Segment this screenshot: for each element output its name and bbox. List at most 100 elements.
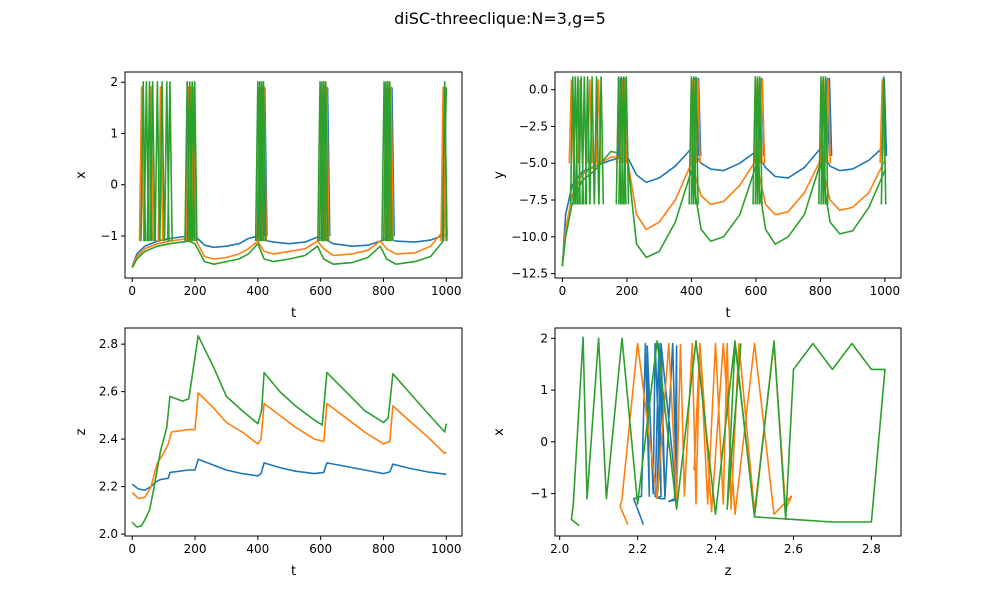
x-tick-label: 200 <box>615 284 638 298</box>
y-tick-label: 2.8 <box>99 337 118 351</box>
x-tick-label: 600 <box>744 284 767 298</box>
spike-mark <box>568 79 575 164</box>
spike-mark <box>584 76 591 205</box>
x-tick-label: 200 <box>184 542 207 556</box>
y-axis-label: x <box>492 428 507 436</box>
spike-mark <box>384 81 391 242</box>
x-tick-label: 400 <box>246 284 269 298</box>
series-line-3 <box>570 336 886 527</box>
x-tick-label: 400 <box>680 284 703 298</box>
spike-mark <box>441 81 448 242</box>
x-axis-label: t <box>725 306 730 321</box>
y-tick-label: −7.5 <box>519 193 548 207</box>
y-axis-label: z <box>74 428 89 435</box>
x-tick-label: 1000 <box>431 542 462 556</box>
x-axis-label: t <box>291 564 296 579</box>
spike-mark <box>756 76 763 205</box>
spike-mark <box>826 77 833 156</box>
x-tick-label: 2.6 <box>784 542 803 556</box>
spike-mark <box>880 76 887 205</box>
y-tick-label: 0 <box>110 178 118 192</box>
spike-mark <box>317 81 324 242</box>
axes-frame <box>124 71 463 279</box>
x-tick-label: 1000 <box>870 284 901 298</box>
x-tick-label: 800 <box>372 542 395 556</box>
spike-mark <box>381 81 388 242</box>
x-tick-label: 600 <box>309 542 332 556</box>
plot-area <box>131 334 448 528</box>
spike-mark <box>154 81 161 242</box>
y-tick-label: 2 <box>540 331 548 345</box>
y-tick-label: 0 <box>540 435 548 449</box>
plot-area <box>570 336 886 527</box>
spike-mark <box>386 81 393 242</box>
spike-mark <box>692 76 699 205</box>
axes-frame <box>554 327 902 537</box>
y-tick-label: 1 <box>110 126 118 140</box>
subplot-4: 2.0 2.2 2.4 2.6 2.8 −1 0 1 2 z x <box>492 327 902 579</box>
y-axis-label: x <box>74 171 89 179</box>
y-tick-label: −1 <box>530 487 548 501</box>
series-line-3 <box>131 87 448 269</box>
spike-mark <box>149 81 156 242</box>
spike-mark <box>593 76 600 205</box>
spike-mark <box>322 81 329 242</box>
x-tick-label: 1000 <box>431 284 462 298</box>
series-line-2 <box>561 155 886 267</box>
series-line-3 <box>131 334 448 528</box>
y-tick-label: 2.6 <box>99 385 118 399</box>
axes-frame <box>124 327 463 537</box>
figure-title: diSC-threeclique:N=3,g=5 <box>394 9 606 28</box>
spike-mark <box>598 76 605 205</box>
spike-mark <box>191 81 198 242</box>
y-tick-label: −5.0 <box>519 156 548 170</box>
y-tick-label: 0.0 <box>529 83 548 97</box>
spike-mark <box>589 76 596 205</box>
spike-mark <box>320 81 327 242</box>
x-tick-label: 2.4 <box>706 542 725 556</box>
y-tick-label: 2.4 <box>99 432 118 446</box>
x-tick-label: 200 <box>184 284 207 298</box>
plot-area <box>561 76 888 267</box>
series-line-2 <box>619 342 793 525</box>
subplot-1: 0 200 400 600 800 1000 −1 0 1 2 t x <box>74 71 463 321</box>
spike-mark <box>822 76 829 205</box>
x-tick-label: 2.2 <box>628 542 647 556</box>
y-axis-label: y <box>492 171 507 179</box>
spike-mark <box>260 81 267 242</box>
spike-mark <box>254 81 261 242</box>
spike-mark <box>256 81 263 242</box>
spike-mark <box>258 81 265 242</box>
x-tick-label: 800 <box>372 284 395 298</box>
y-tick-label: −10.0 <box>511 230 548 244</box>
x-axis-label: z <box>725 564 732 579</box>
x-axis-label: t <box>291 306 296 321</box>
spike-mark <box>440 86 447 242</box>
x-tick-label: 800 <box>809 284 832 298</box>
y-tick-label: −1 <box>100 229 118 243</box>
x-tick-label: 0 <box>128 542 136 556</box>
x-tick-label: 0 <box>559 284 567 298</box>
spike-mark <box>159 81 166 242</box>
series-line-2 <box>131 212 448 268</box>
plot-area <box>131 81 448 269</box>
y-tick-label: −12.5 <box>511 267 548 281</box>
spike-mark <box>879 79 886 164</box>
subplot-3: 0 200 400 600 800 1000 2.0 2.2 2.4 2.6 2.8 t z <box>74 327 463 579</box>
x-tick-label: 0 <box>128 284 136 298</box>
x-tick-label: 2.8 <box>862 542 881 556</box>
y-tick-label: 2 <box>110 75 118 89</box>
y-tick-label: 2.2 <box>99 480 118 494</box>
spike-mark <box>148 86 155 242</box>
x-tick-label: 400 <box>246 542 269 556</box>
y-tick-label: 2.0 <box>99 527 118 541</box>
spike-mark <box>166 81 173 242</box>
spike-mark <box>382 81 389 242</box>
spike-mark <box>623 76 630 205</box>
spike-mark <box>138 86 145 242</box>
x-tick-label: 2.0 <box>550 542 569 556</box>
subplot-2: 0 200 400 600 800 1000 −12.5 −10.0 −7.5 −5.0 −2.5 0… <box>492 71 902 321</box>
y-tick-label: −2.5 <box>519 119 548 133</box>
y-tick-label: 1 <box>540 383 548 397</box>
